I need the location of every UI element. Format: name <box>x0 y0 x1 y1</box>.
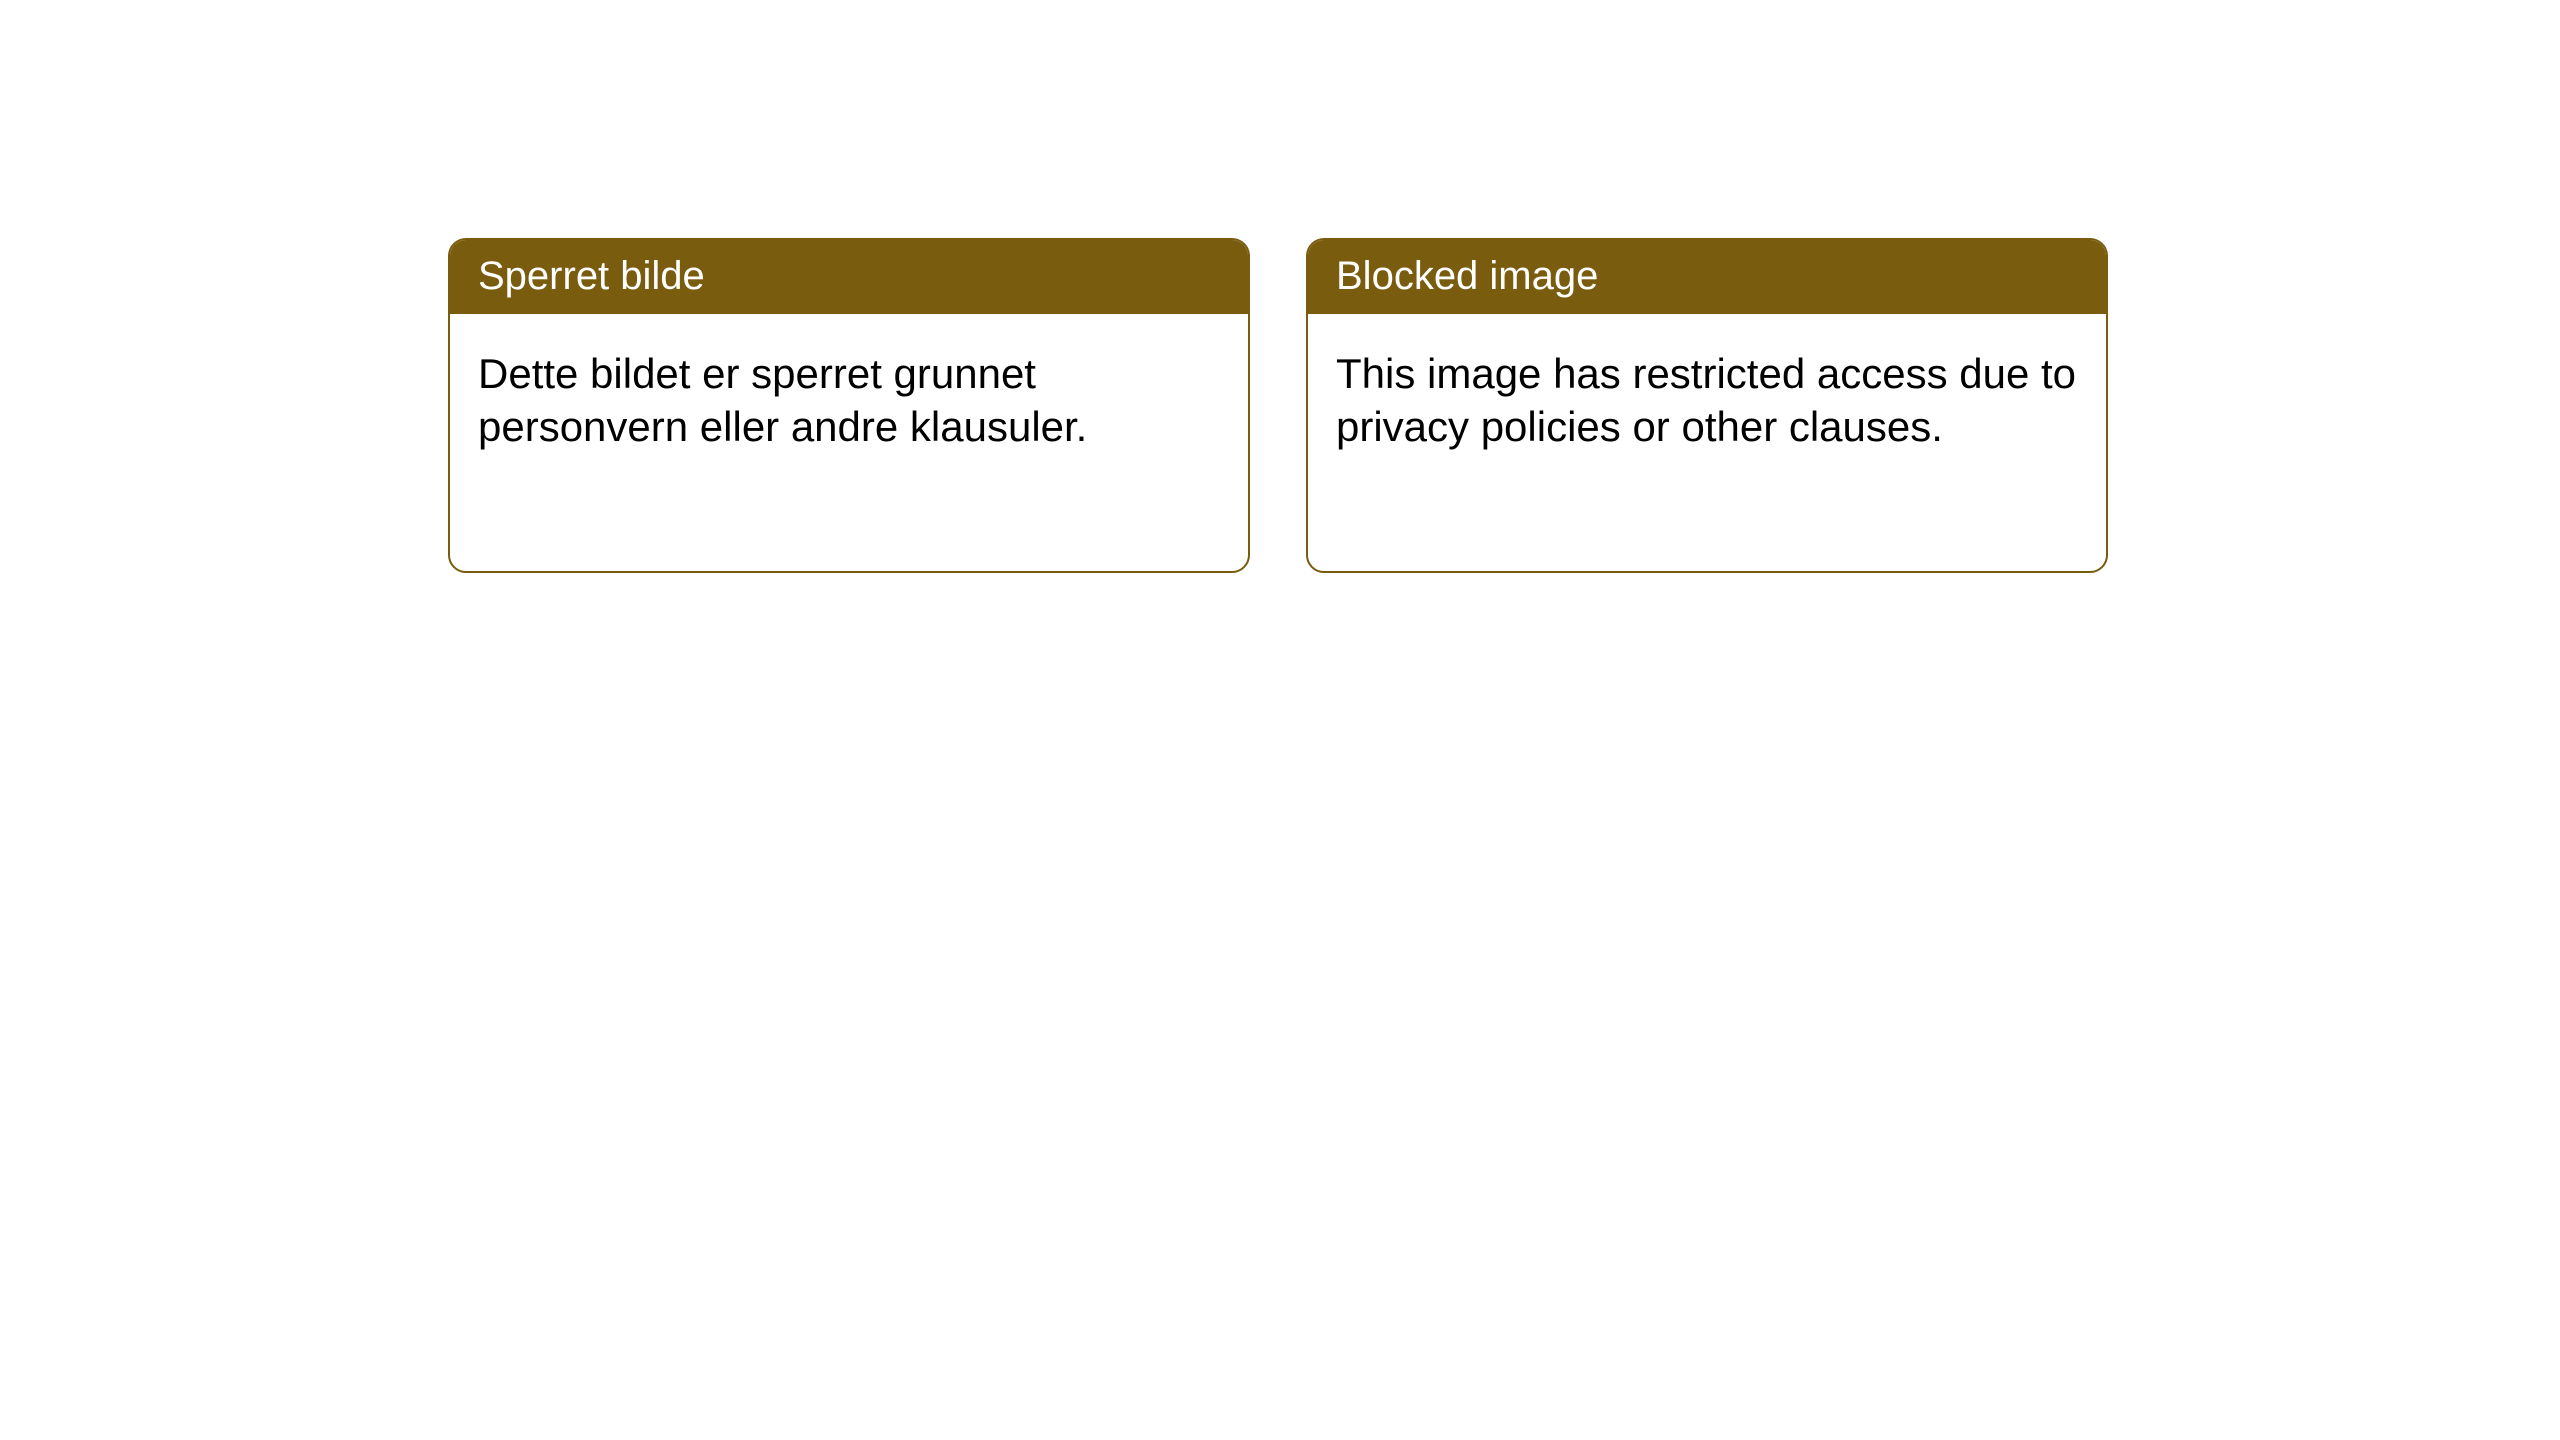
notice-card-english: Blocked image This image has restricted … <box>1306 238 2108 573</box>
notice-header: Blocked image <box>1308 240 2106 314</box>
notice-body: This image has restricted access due to … <box>1308 314 2106 481</box>
notice-body: Dette bildet er sperret grunnet personve… <box>450 314 1248 481</box>
notice-container: Sperret bilde Dette bildet er sperret gr… <box>0 0 2560 573</box>
notice-header: Sperret bilde <box>450 240 1248 314</box>
notice-card-norwegian: Sperret bilde Dette bildet er sperret gr… <box>448 238 1250 573</box>
